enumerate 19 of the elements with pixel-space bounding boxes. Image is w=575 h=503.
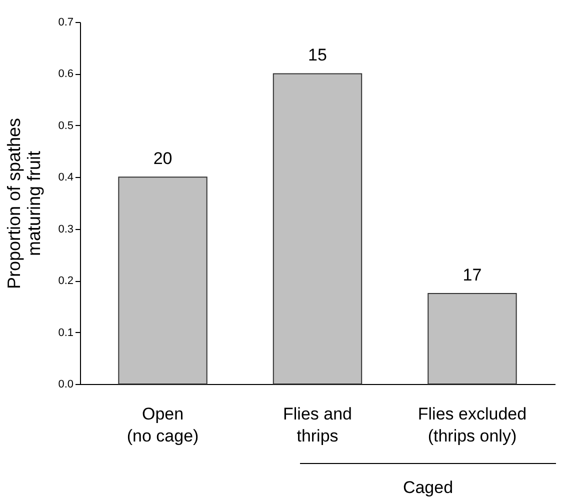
y-tick-label: 0.6 — [58, 68, 74, 80]
x-tick-label: Flies excluded (thrips only) — [418, 404, 527, 446]
x-tick-label: Flies and thrips — [283, 404, 352, 446]
annotation: 17 — [462, 266, 482, 284]
x-tick-label: Open (no cage) — [126, 404, 199, 446]
y-tick-label: 0.4 — [58, 172, 74, 184]
annotation: 20 — [153, 149, 172, 168]
bar — [428, 293, 517, 384]
y-tick-label: 0.7 — [58, 16, 74, 28]
y-tick-label: 0.5 — [58, 120, 74, 132]
y-tick-label: 0.2 — [58, 275, 74, 288]
bar — [272, 73, 362, 384]
y-tick-label: 0.0 — [58, 378, 74, 390]
y-axis-title: Proportion of spathes maturing fruit — [4, 118, 44, 290]
annotation: 15 — [308, 46, 327, 65]
y-tick-label: 0.3 — [58, 223, 74, 236]
y-tick-label: 0.1 — [58, 326, 74, 339]
bar — [118, 176, 208, 384]
text: Caged — [402, 478, 454, 498]
